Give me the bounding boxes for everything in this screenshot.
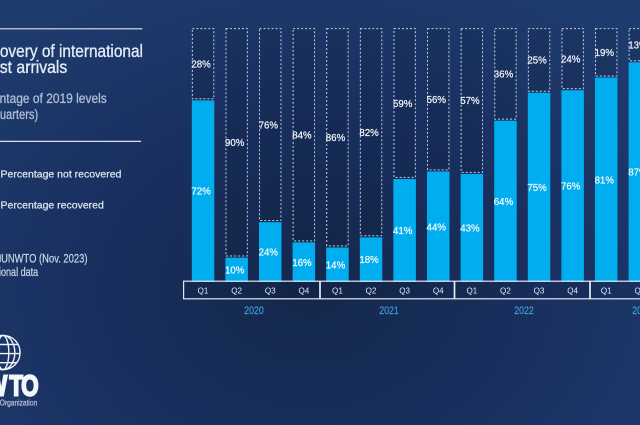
- svg-text:Percentage recovered: Percentage recovered: [1, 200, 104, 212]
- svg-text:Q3: Q3: [265, 285, 276, 295]
- svg-text:2023: 2023: [632, 305, 640, 317]
- svg-text:44%: 44%: [427, 222, 447, 233]
- svg-text:Q2: Q2: [366, 285, 377, 295]
- svg-text:10%: 10%: [225, 265, 245, 276]
- svg-text:84%: 84%: [292, 130, 312, 141]
- svg-text:Provisional data: Provisional data: [0, 266, 38, 280]
- svg-text:2022: 2022: [514, 305, 534, 317]
- svg-text:Q4: Q4: [433, 285, 444, 295]
- svg-text:72%: 72%: [191, 187, 211, 198]
- svg-text:86%: 86%: [326, 133, 346, 144]
- svg-text:Q2: Q2: [634, 285, 640, 295]
- svg-text:Q2: Q2: [500, 285, 511, 295]
- svg-text:2020: 2020: [244, 305, 264, 317]
- svg-text:13%: 13%: [628, 40, 640, 51]
- svg-text:87%: 87%: [628, 168, 640, 179]
- svg-text:Q4: Q4: [567, 285, 578, 295]
- svg-text:tourist arrivals: tourist arrivals: [0, 57, 67, 77]
- svg-text:25%: 25%: [527, 56, 547, 67]
- svg-text:by quarters): by quarters): [0, 107, 38, 122]
- svg-text:Percentage not recovered: Percentage not recovered: [1, 169, 122, 181]
- svg-text:(Percentage of 2019 levels: (Percentage of 2019 levels: [0, 90, 107, 106]
- svg-text:41%: 41%: [393, 226, 413, 237]
- svg-text:Q1: Q1: [601, 285, 612, 295]
- svg-text:16%: 16%: [292, 258, 312, 269]
- svg-text:43%: 43%: [460, 224, 480, 235]
- svg-text:Q1: Q1: [198, 285, 209, 295]
- svg-text:Q1: Q1: [466, 285, 477, 295]
- svg-text:64%: 64%: [494, 197, 514, 208]
- svg-text:World Tourism Organization: World Tourism Organization: [0, 398, 37, 408]
- svg-text:2021: 2021: [379, 305, 399, 317]
- svg-text:Q1: Q1: [332, 285, 343, 295]
- svg-text:Q2: Q2: [231, 285, 242, 295]
- svg-text:Recovery of international: Recovery of international: [0, 41, 143, 61]
- svg-text:24%: 24%: [259, 248, 279, 259]
- svg-text:28%: 28%: [191, 59, 211, 70]
- svg-text:76%: 76%: [561, 182, 581, 193]
- svg-text:UNWTO: UNWTO: [0, 371, 39, 402]
- svg-text:18%: 18%: [359, 255, 379, 266]
- svg-text:UNWTO (Nov. 2023): UNWTO (Nov. 2023): [1, 252, 87, 265]
- svg-text:90%: 90%: [225, 138, 245, 149]
- svg-text:59%: 59%: [393, 99, 413, 110]
- svg-text:57%: 57%: [460, 96, 480, 107]
- svg-text:14%: 14%: [326, 260, 346, 271]
- svg-text:76%: 76%: [259, 120, 279, 131]
- svg-text:Q4: Q4: [298, 285, 309, 295]
- svg-text:24%: 24%: [561, 54, 581, 65]
- svg-text:75%: 75%: [527, 183, 547, 194]
- svg-text:19%: 19%: [595, 48, 615, 59]
- svg-text:81%: 81%: [595, 175, 615, 186]
- svg-text:Q3: Q3: [534, 285, 545, 295]
- svg-text:36%: 36%: [494, 70, 514, 81]
- svg-text:56%: 56%: [427, 95, 447, 106]
- svg-text:82%: 82%: [359, 128, 379, 139]
- svg-text:Q3: Q3: [399, 285, 410, 295]
